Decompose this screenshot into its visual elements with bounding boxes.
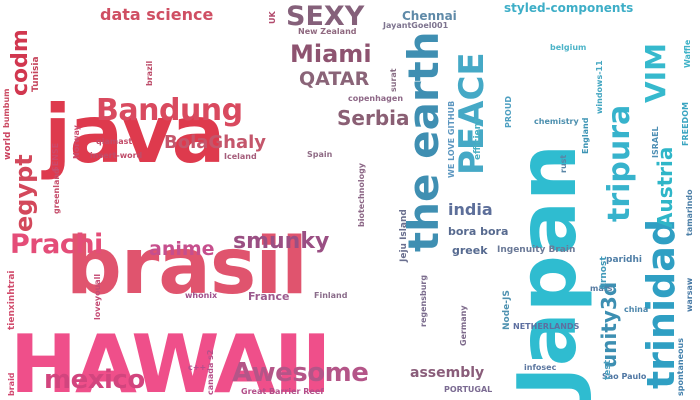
word-codm: codm xyxy=(8,29,33,96)
word-miami: Miami xyxy=(290,40,372,68)
word-infosec: infosec xyxy=(524,363,557,372)
word-serbia: Serbia xyxy=(337,106,410,130)
word-norway: Norway xyxy=(72,125,81,159)
word-waffle: Waffle xyxy=(683,39,692,68)
word-freedom: FREEDOM xyxy=(681,102,690,146)
word-tienxinhtrai: tienxinhtrai xyxy=(7,270,17,330)
word-copenhagen: copenhagen xyxy=(348,94,404,103)
word-surat: surat xyxy=(389,68,398,92)
word-egypt: egypt xyxy=(10,154,38,232)
word-cpp: c++ xyxy=(188,363,207,372)
word-jeju-island: Jeju Island xyxy=(399,209,409,262)
word-brazil: brazil xyxy=(145,60,154,86)
word-finland: Finland xyxy=(314,291,348,300)
word-assembly: assembly xyxy=(410,365,485,381)
word-we-love-github: WE LOVE GITHUB xyxy=(447,100,456,178)
word-germany: Germany xyxy=(459,305,468,346)
word-iceland: Iceland xyxy=(224,152,257,161)
word-biotechnology: biotechnology xyxy=(357,162,366,227)
word-chemistry: chemistry xyxy=(534,117,579,126)
word-qatar: QATAR xyxy=(299,68,370,90)
word-whonix: whonix xyxy=(185,291,218,300)
word-qiamast: qiamast xyxy=(96,137,133,146)
word-france: France xyxy=(248,290,290,303)
word-proud: PROUD xyxy=(504,96,513,128)
word-india: india xyxy=(448,200,493,219)
word-spontaneous: spontaneous xyxy=(676,338,685,396)
word-regensburg: regensburg xyxy=(419,274,428,327)
word-efficient: efficient xyxy=(473,118,483,160)
word-prachi: Prachi xyxy=(10,229,103,260)
word-the-earth: the earth xyxy=(399,31,448,252)
word-windows-11: windows-11 xyxy=(595,60,604,114)
word-trinidad: trinidad xyxy=(639,218,683,389)
word-greek: greek xyxy=(452,244,488,257)
word-bolaghaly: BolaGhaly xyxy=(164,132,267,153)
word-rust: rust xyxy=(559,154,568,173)
word-ingenuity-brain: Ingenuity Brain xyxy=(497,245,576,255)
word-japan: Japan xyxy=(501,144,594,396)
word-belgium: belgium xyxy=(550,43,587,52)
word-test: test xyxy=(603,359,613,380)
word-sexy: SEXY xyxy=(286,1,365,32)
word-mars: china xyxy=(624,305,649,314)
word-paridhi: paridhi xyxy=(606,255,642,265)
word-node-js: Node-JS xyxy=(502,290,512,330)
word-spain: Spain xyxy=(307,150,333,159)
word-anime: anime xyxy=(149,238,215,260)
word-hawaii: HAWAII xyxy=(10,318,331,400)
word-uk: UK xyxy=(268,11,277,24)
word-austria: Austria xyxy=(653,146,677,228)
word-china: mars xyxy=(590,284,613,293)
word-braid: braid xyxy=(7,372,16,396)
word-insert-word: insert-word xyxy=(90,151,143,160)
word-bandung: Bandung xyxy=(96,93,243,128)
word-arnost: Arnost xyxy=(599,256,609,290)
word-portugal: PORTUGAL xyxy=(444,385,493,394)
word-great-barrier-reef: Great Barrier Reef xyxy=(241,387,324,396)
word-mexico: mexico xyxy=(44,365,145,395)
word-smunky: smunky xyxy=(233,229,330,254)
word-canada-s2: canada s2 xyxy=(206,349,215,395)
word-netherlands: NETHERLANDS xyxy=(513,322,580,331)
word-tunisia: Tunisia xyxy=(31,56,41,92)
word-peace: PEACE xyxy=(452,52,492,175)
word-vim: VIM xyxy=(639,43,672,103)
word-brasil: brasil xyxy=(66,222,308,312)
word-loveyouall: loveyouall xyxy=(93,273,102,320)
word-greenland: greenland xyxy=(52,168,61,214)
word-jayantgoel001: JayantGoel001 xyxy=(383,21,449,30)
word-styled-components: styled-components xyxy=(504,1,634,15)
word-unity3d: unity3d xyxy=(597,281,621,368)
word-chennai: Chennai xyxy=(402,9,457,23)
word-new-zealand: New Zealand xyxy=(298,27,357,36)
word-bumbum: bumbum xyxy=(2,88,11,128)
word-bora-bora: bora bora xyxy=(448,225,509,238)
word-israel: ISRAEL xyxy=(651,126,660,158)
word-java: java xyxy=(44,88,226,181)
word-warsaw: warsaw xyxy=(685,277,694,312)
word-awesome: Awesome xyxy=(232,358,369,388)
word-tripura: tripura xyxy=(602,104,637,222)
word-data-science: data science xyxy=(100,5,214,24)
word-tamarindo: tamarindo xyxy=(685,189,694,236)
word-england: England xyxy=(581,117,590,154)
word-world: world xyxy=(3,131,13,160)
word-sao-paulo: Sao Paulo xyxy=(602,372,647,381)
